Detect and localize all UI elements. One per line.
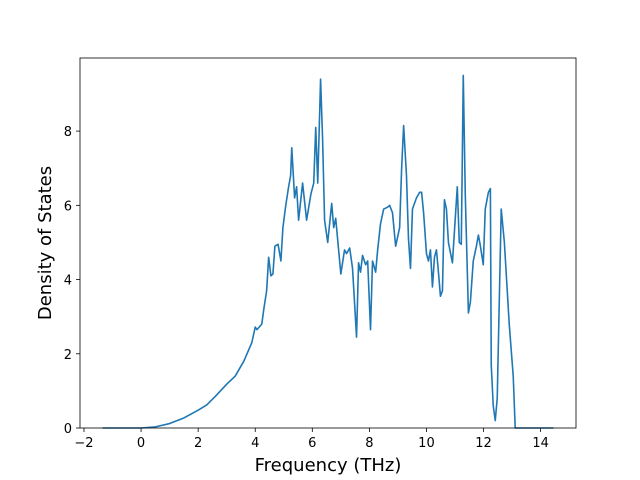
line (102, 74, 554, 429)
x-tick-label: 10 (418, 436, 435, 451)
x-tick-label: 12 (475, 436, 492, 451)
y-tick-label: 6 (64, 199, 72, 214)
x-tick-label: 0 (137, 436, 145, 451)
x-tick-label: 8 (365, 436, 373, 451)
y-tick-label: 2 (64, 348, 72, 363)
plot-frame (79, 57, 577, 429)
x-tick-label: 6 (308, 436, 316, 451)
y-tick-label: 4 (64, 274, 72, 289)
x-tick-label: −2 (74, 436, 93, 451)
x-tick-label: 2 (194, 436, 202, 451)
y-tick-label: 8 (64, 125, 72, 140)
x-tick-label: 14 (532, 436, 549, 451)
x-axis-label: Frequency (THz) (255, 455, 402, 476)
x-tick-label: 4 (251, 436, 259, 451)
y-axis-label: Density of States (35, 166, 56, 320)
y-tick-label: 0 (64, 422, 72, 437)
